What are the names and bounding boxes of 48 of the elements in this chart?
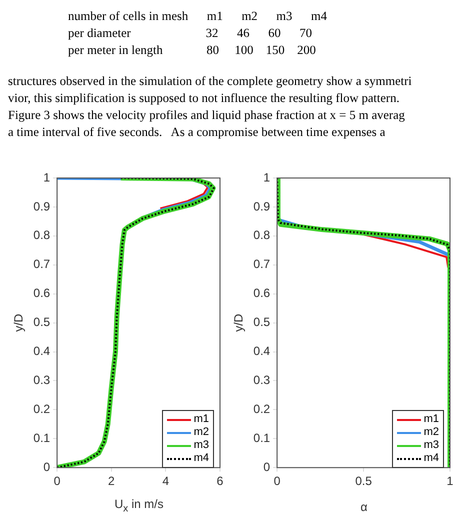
y-tick-label: 0.3 xyxy=(253,373,270,388)
x-axis-title: U$_{x}$ in m/s xyxy=(113,496,164,514)
legend-label: m4 xyxy=(194,452,209,465)
y-tick-label: 0.2 xyxy=(253,402,270,416)
x-axis-title: α xyxy=(360,500,368,514)
x-tick-label: 6 xyxy=(216,474,224,488)
x-tick-label: 0 xyxy=(274,474,281,488)
text: number of cells in mesh m1 m2 m3 m4 xyxy=(67,8,328,25)
y-axis-title: y/D xyxy=(232,313,246,332)
y-tick-label: 0.5 xyxy=(253,315,270,330)
y-tick-label: 0.1 xyxy=(253,430,270,445)
y-tick-label: 0.4 xyxy=(33,344,50,358)
legend-label: m2 xyxy=(194,426,209,439)
text: per meter in length 80 100 150 200 xyxy=(67,42,317,59)
y-tick-label: 0.5 xyxy=(33,315,50,330)
legend-label: m1 xyxy=(424,413,439,426)
y-tick-label: 0.9 xyxy=(253,199,270,214)
legend-label: m4 xyxy=(424,452,439,465)
y-tick-label: 0 xyxy=(43,460,50,474)
text: vior, this simplification is supposed to not influence the resulting flow pattern. xyxy=(8,90,400,107)
text: per diameter 32 46 60 70 xyxy=(67,25,314,42)
x-tick-label: 2 xyxy=(108,474,116,488)
y-tick-label: 0.7 xyxy=(253,257,270,272)
y-tick-label: 1 xyxy=(43,170,50,184)
y-tick-label: 0.2 xyxy=(33,402,50,416)
text: structures observed in the simulation of the complete geometry show a symmetri xyxy=(8,73,413,90)
legend-label: m1 xyxy=(194,413,209,426)
legend-label: m3 xyxy=(424,439,439,452)
y-tick-label: 0.4 xyxy=(253,344,270,358)
y-tick-label: 1 xyxy=(263,170,270,184)
x-tick-label: 0 xyxy=(54,474,61,488)
y-tick-label: 0.7 xyxy=(33,257,50,272)
y-tick-label: 0 xyxy=(263,460,270,474)
x-tick-label: 0.5 xyxy=(355,474,372,488)
y-tick-label: 0.6 xyxy=(253,286,270,300)
y-tick-label: 0.8 xyxy=(253,228,270,242)
y-tick-label: 0.8 xyxy=(33,228,50,242)
y-tick-label: 0.9 xyxy=(33,199,50,214)
y-axis-title: y/D xyxy=(12,313,26,332)
text: a time interval of five seconds. As a compromise between time expenses a xyxy=(8,124,386,141)
legend-label: m2 xyxy=(424,426,439,439)
x-tick-label: 1 xyxy=(446,474,454,488)
y-tick-label: 0.1 xyxy=(33,430,50,445)
x-tick-label: 4 xyxy=(162,474,170,488)
y-tick-label: 0.6 xyxy=(33,286,50,300)
caption: Figure 3 shows the velocity profiles and liquid phase fraction at x = 5 m averag xyxy=(8,107,406,124)
y-tick-label: 0.3 xyxy=(33,373,50,388)
legend-label: m3 xyxy=(194,439,209,452)
